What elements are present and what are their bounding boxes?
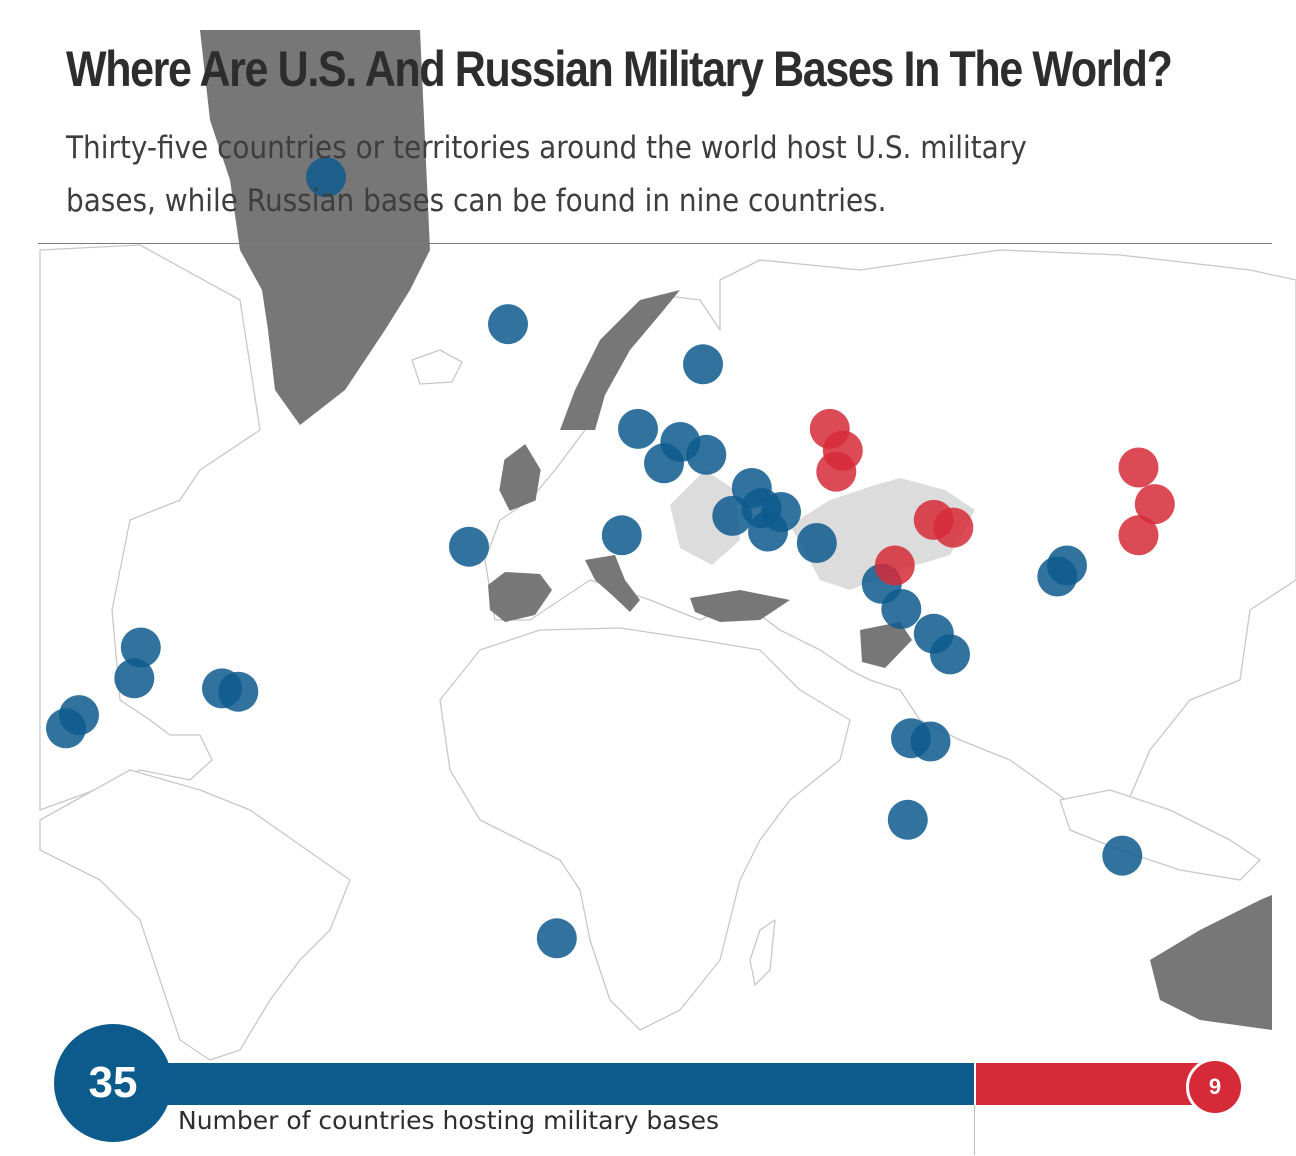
us-base-marker: [881, 589, 922, 629]
us-base-marker: [930, 634, 970, 675]
us-base-marker: [536, 918, 577, 959]
us-base-marker: [114, 658, 155, 699]
us-base-marker: [120, 627, 161, 668]
russian-base-marker: [816, 451, 857, 492]
russian-base-marker: [1134, 484, 1175, 525]
australia-host: [1150, 895, 1272, 1030]
us-base-marker: [46, 708, 86, 749]
africa: [439, 627, 851, 1031]
afghanistan-host: [860, 622, 912, 668]
russian-base-marker: [1118, 515, 1159, 556]
us-count-badge: 35: [54, 1024, 172, 1142]
us-base-marker: [1047, 545, 1087, 586]
iceland: [411, 349, 463, 385]
us-base-marker: [218, 671, 259, 712]
us-base-marker: [306, 157, 346, 198]
bar-divider: [974, 1105, 975, 1155]
iberia-host: [488, 572, 552, 622]
russian-base-marker: [874, 545, 915, 586]
great-britain: [499, 444, 541, 511]
us-base-marker: [683, 344, 723, 385]
us-base-marker: [601, 515, 642, 556]
belarus-host: [670, 470, 740, 565]
us-bases: [46, 157, 1143, 959]
madagascar: [749, 919, 776, 986]
russian-base-marker: [933, 507, 974, 548]
southeast-asia-islands: [1059, 789, 1261, 881]
page-subtitle: Thirty-five countries or territories aro…: [66, 130, 1027, 219]
russia-count-bar: [976, 1063, 1208, 1105]
greenland: [200, 30, 430, 425]
south-america: [39, 769, 351, 1061]
us-base-marker: [488, 304, 528, 345]
header-rule: [38, 243, 1272, 244]
norway-host: [560, 290, 680, 430]
us-base-marker: [618, 408, 658, 449]
russia-count-badge: 9: [1186, 1058, 1244, 1116]
us-base-marker: [887, 799, 928, 840]
italy-host: [585, 555, 640, 612]
russian-bases: [809, 408, 1175, 586]
us-base-marker: [644, 443, 684, 484]
us-base-marker: [1102, 835, 1143, 876]
turkey-host: [690, 590, 790, 622]
us-base-marker: [796, 523, 837, 563]
us-base-marker: [449, 526, 489, 567]
russian-base-marker: [1118, 447, 1159, 488]
us-count-bar: [160, 1063, 974, 1105]
host-land-layer: [200, 30, 1272, 1030]
legend-label: Number of countries hosting military bas…: [178, 1106, 720, 1135]
page-title: Where Are U.S. And Russian Military Base…: [66, 41, 1173, 97]
us-base-marker: [686, 434, 727, 475]
us-base-marker: [748, 511, 788, 552]
us-base-marker: [910, 721, 951, 762]
